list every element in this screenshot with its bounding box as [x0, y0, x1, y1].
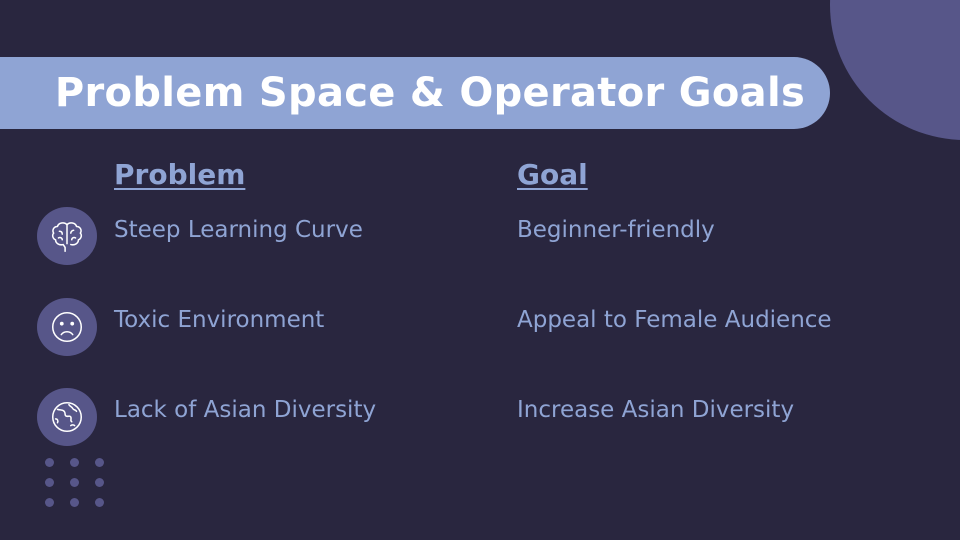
title-banner: Problem Space & Operator Goals: [0, 57, 830, 129]
problem-item-3: Lack of Asian Diversity: [114, 397, 377, 423]
problem-item-1: Steep Learning Curve: [114, 217, 363, 243]
goal-item-1: Beginner-friendly: [517, 217, 715, 243]
decorative-dot-grid: [45, 458, 109, 512]
dot: [70, 458, 79, 467]
dot: [95, 498, 104, 507]
slide-title: Problem Space & Operator Goals: [54, 70, 806, 116]
problem-item-2: Toxic Environment: [114, 307, 325, 333]
globe-asia-icon: [37, 388, 97, 446]
dot: [70, 498, 79, 507]
dot: [45, 458, 54, 467]
goal-item-2: Appeal to Female Audience: [517, 307, 832, 333]
dot: [95, 478, 104, 487]
problem-column-header: Problem: [114, 158, 246, 191]
goal-item-3: Increase Asian Diversity: [517, 397, 795, 423]
dot: [95, 458, 104, 467]
dot: [45, 498, 54, 507]
dot: [45, 478, 54, 487]
brain-icon: [37, 207, 97, 265]
dot: [70, 478, 79, 487]
goal-column-header: Goal: [517, 158, 588, 191]
sad-face-icon: [37, 298, 97, 356]
